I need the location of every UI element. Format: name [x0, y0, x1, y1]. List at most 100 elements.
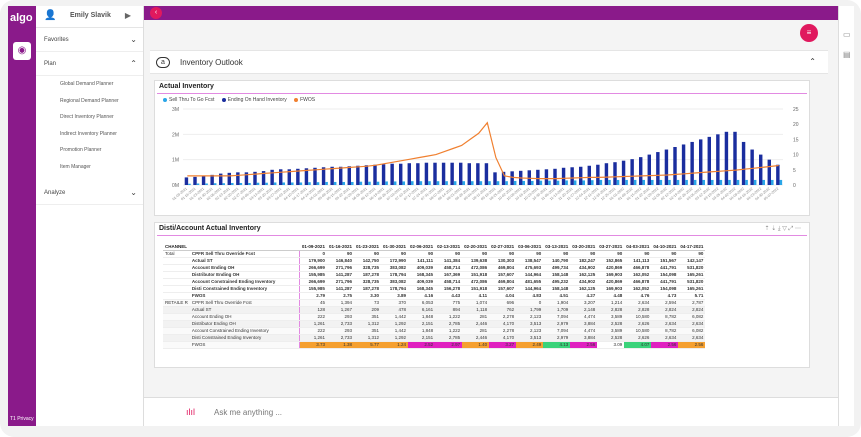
bar-ending-inventory[interactable]: [493, 172, 497, 185]
value-cell[interactable]: 2,634: [678, 334, 706, 342]
value-cell[interactable]: 328,735: [353, 264, 382, 272]
value-cell[interactable]: 696: [489, 299, 517, 307]
value-cell[interactable]: 293: [326, 327, 354, 335]
value-cell[interactable]: 4.27: [570, 292, 598, 300]
value-cell[interactable]: 458,714: [435, 264, 463, 272]
doc-icon[interactable]: ▭: [843, 30, 851, 39]
value-cell[interactable]: 168,345: [408, 271, 436, 279]
value-cell[interactable]: 3,884: [570, 334, 598, 342]
value-cell[interactable]: 1,442: [381, 313, 409, 321]
bar-sell-thru[interactable]: [188, 183, 191, 185]
value-cell[interactable]: 4.76: [624, 292, 652, 300]
value-cell[interactable]: 5.77: [353, 341, 382, 349]
value-cell[interactable]: 1,442: [381, 327, 409, 335]
column-header[interactable]: 01-16-2021: [326, 243, 354, 251]
value-cell[interactable]: 90: [381, 250, 409, 258]
value-cell[interactable]: 2,151: [408, 334, 436, 342]
value-cell[interactable]: 328,735: [353, 278, 382, 286]
bar-ending-inventory[interactable]: [236, 172, 240, 185]
value-cell[interactable]: 4.83: [516, 292, 544, 300]
user-menu[interactable]: 👤 Emily Slavik ▶: [36, 6, 143, 28]
value-cell[interactable]: 2,634: [651, 320, 679, 328]
value-cell[interactable]: 6,053: [408, 299, 436, 307]
bar-sell-thru[interactable]: [633, 179, 637, 185]
value-cell[interactable]: 138,547: [516, 257, 544, 265]
value-cell[interactable]: 158,148: [543, 285, 571, 293]
bar-sell-thru[interactable]: [436, 181, 440, 185]
value-cell[interactable]: 141,384: [435, 257, 463, 265]
bar-sell-thru[interactable]: [676, 179, 680, 185]
bar-ending-inventory[interactable]: [296, 168, 300, 185]
value-cell[interactable]: 266,699: [299, 278, 327, 286]
value-cell[interactable]: 531,820: [678, 278, 706, 286]
value-cell[interactable]: 1,312: [353, 320, 382, 328]
value-cell[interactable]: 1,074: [462, 299, 490, 307]
value-cell[interactable]: 409,039: [408, 278, 436, 286]
value-cell[interactable]: 158,148: [543, 271, 571, 279]
table-row[interactable]: Distributor Ending OH 155,985 141,287 187,2…: [163, 271, 706, 279]
bar-ending-inventory[interactable]: [270, 169, 274, 185]
value-cell[interactable]: 2,979: [543, 334, 571, 342]
bar-ending-inventory[interactable]: [741, 141, 746, 185]
sidebar-item-global-demand-planner[interactable]: Global Demand Planner: [60, 81, 114, 87]
value-cell[interactable]: 90: [678, 250, 706, 258]
bar-sell-thru[interactable]: [368, 181, 371, 185]
value-cell[interactable]: 472,086: [462, 278, 490, 286]
value-cell[interactable]: 2,785: [435, 320, 463, 328]
bar-ending-inventory[interactable]: [570, 167, 574, 185]
value-cell[interactable]: 8,782: [651, 327, 679, 335]
value-cell[interactable]: 162,125: [570, 271, 598, 279]
value-cell[interactable]: 2,148: [570, 306, 598, 314]
value-cell[interactable]: 1,394: [326, 299, 354, 307]
value-cell[interactable]: 1,261: [299, 320, 327, 328]
value-cell[interactable]: 475,693: [516, 264, 544, 272]
value-cell[interactable]: 90: [543, 250, 571, 258]
value-cell[interactable]: 90: [597, 250, 625, 258]
bar-sell-thru[interactable]: [316, 182, 320, 185]
chevron-up-icon[interactable]: ⌃: [809, 57, 816, 66]
bar-ending-inventory[interactable]: [510, 171, 514, 185]
bar-ending-inventory[interactable]: [639, 157, 643, 185]
value-cell[interactable]: 10,580: [624, 327, 652, 335]
value-cell[interactable]: 151,567: [651, 257, 679, 265]
value-cell[interactable]: 2,828: [624, 306, 652, 314]
bar-ending-inventory[interactable]: [356, 165, 360, 185]
bar-sell-thru[interactable]: [411, 181, 414, 185]
bar-sell-thru[interactable]: [505, 181, 508, 185]
column-header[interactable]: 04-03-2021: [624, 243, 652, 251]
bar-sell-thru[interactable]: [291, 182, 294, 185]
bar-ending-inventory[interactable]: [373, 164, 377, 185]
voice-wave-icon[interactable]: ılıl: [186, 407, 195, 417]
value-cell[interactable]: 3.09: [597, 341, 625, 349]
bar-sell-thru[interactable]: [719, 179, 723, 185]
value-cell[interactable]: 1,799: [516, 306, 544, 314]
sidebar-section-analyze[interactable]: Analyze ⌄: [36, 181, 143, 205]
bar-ending-inventory[interactable]: [536, 169, 540, 185]
value-cell[interactable]: 466,878: [624, 264, 652, 272]
value-cell[interactable]: 2,446: [462, 334, 490, 342]
bar-ending-inventory[interactable]: [501, 171, 506, 185]
bar-ending-inventory[interactable]: [193, 176, 197, 185]
table-row[interactable]: Account Ending OH 266,699 271,796 328,735 38…: [163, 264, 706, 272]
value-cell[interactable]: 178,794: [381, 285, 409, 293]
bar-ending-inventory[interactable]: [767, 159, 771, 185]
column-header[interactable]: [189, 243, 300, 251]
bar-sell-thru[interactable]: [359, 181, 363, 185]
bar-ending-inventory[interactable]: [476, 163, 480, 185]
value-cell[interactable]: 140,790: [543, 257, 571, 265]
value-cell[interactable]: 5.71: [678, 292, 706, 300]
value-cell[interactable]: 162,125: [570, 285, 598, 293]
sidebar-item-promotion-planner[interactable]: Promotion Planner: [60, 147, 102, 153]
value-cell[interactable]: 1.24: [381, 341, 409, 349]
bar-sell-thru[interactable]: [711, 179, 714, 185]
table-row[interactable]: FWOS 3.73 1.38 5.77 1.24 2.52 2.97 1.40 3.27 2.49…: [163, 341, 706, 349]
value-cell[interactable]: 222: [299, 313, 327, 321]
value-cell[interactable]: 2,979: [543, 320, 571, 328]
value-cell[interactable]: 2,787: [678, 299, 706, 307]
value-cell[interactable]: 2.79: [299, 292, 327, 300]
value-cell[interactable]: 469,804: [489, 278, 517, 286]
value-cell[interactable]: 157,607: [489, 271, 517, 279]
bar-sell-thru[interactable]: [248, 182, 251, 185]
bar-ending-inventory[interactable]: [690, 141, 694, 185]
value-cell[interactable]: 2,824: [651, 306, 679, 314]
